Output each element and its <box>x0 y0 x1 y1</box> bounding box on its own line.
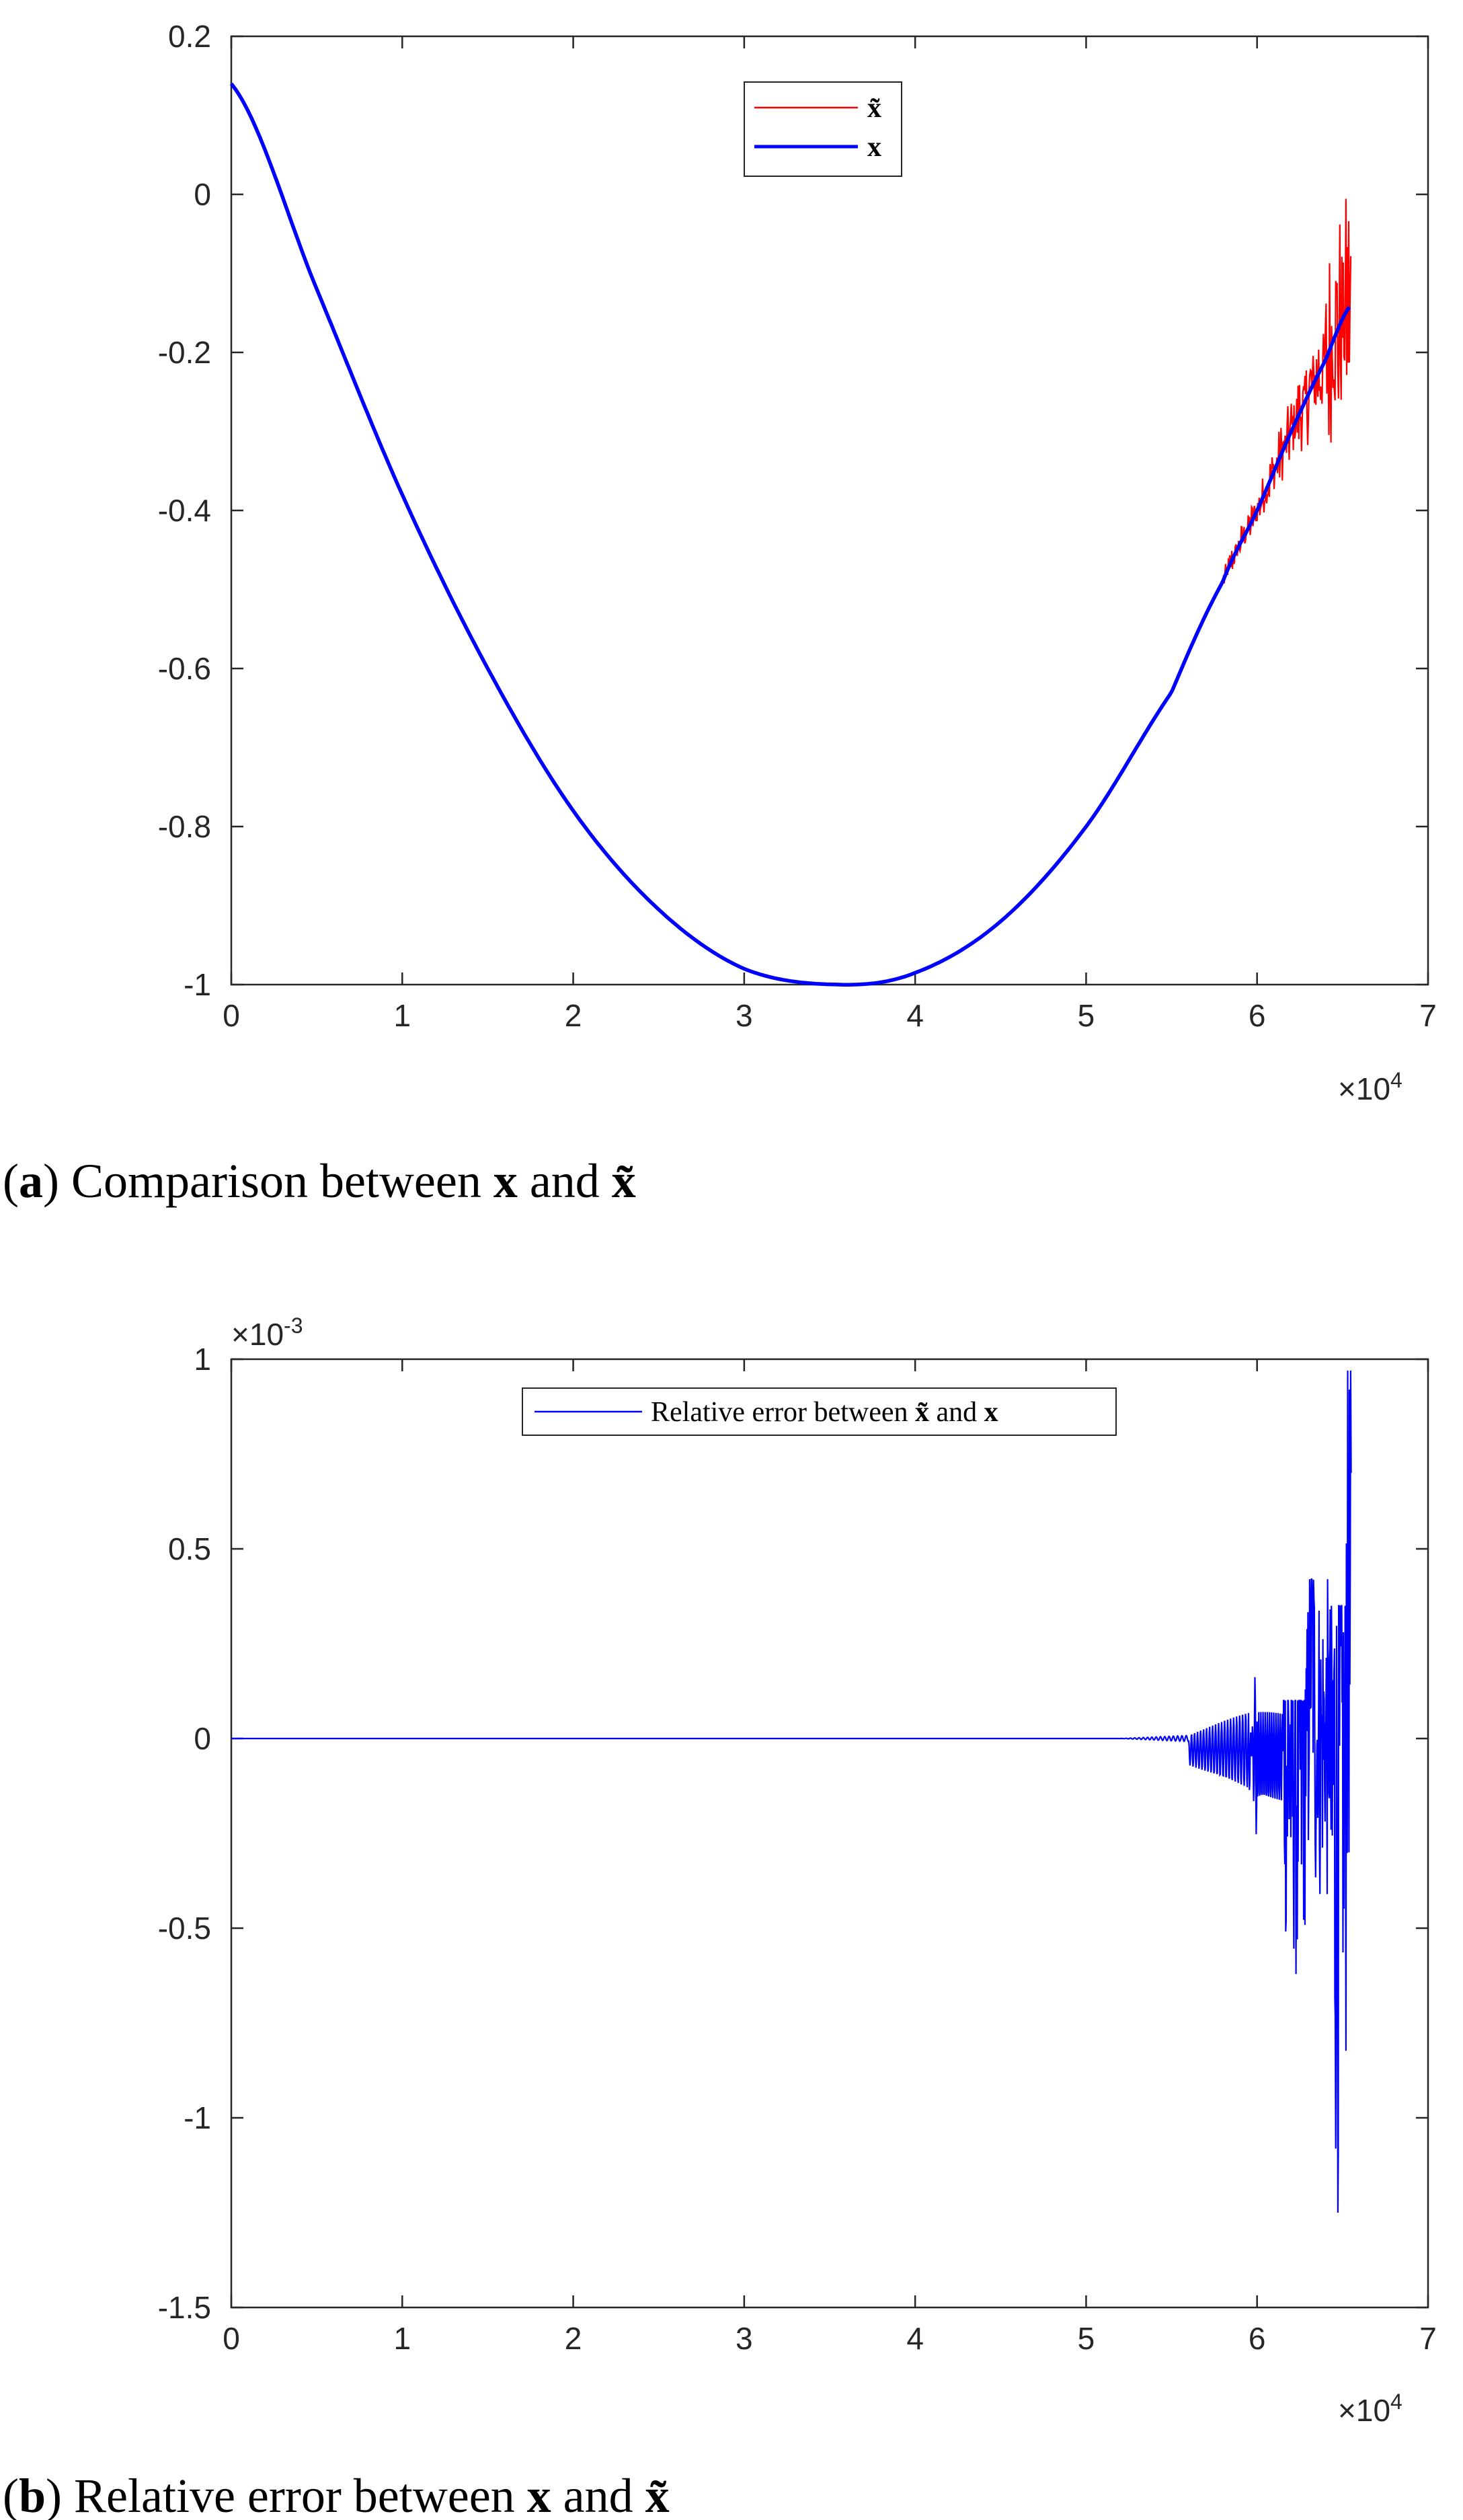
y-tick-label: -0.2 <box>158 335 211 370</box>
x-tick-label: 6 <box>1249 998 1266 1033</box>
x-tick-label: 2 <box>565 998 582 1033</box>
chart-b-y-multiplier: ×10-3 <box>231 1313 303 1352</box>
x-tick-label: 3 <box>736 998 753 1033</box>
y-tick-label: -0.4 <box>158 493 211 528</box>
chart-b-axes-box <box>230 1358 1429 2309</box>
x-tick-label: 4 <box>906 998 924 1033</box>
chart-a-plot-area <box>229 82 1352 987</box>
y-tick-label: -1 <box>184 2100 211 2135</box>
x-tick-label: 0 <box>223 998 240 1033</box>
chart-a-legend-box <box>744 81 902 177</box>
series-relative-error-line <box>231 1370 1352 2213</box>
caption-a: (a) Comparison between x and x̃ <box>3 1154 636 1208</box>
x-tick-label: 6 <box>1249 2321 1266 2356</box>
x-tick-label: 1 <box>393 998 411 1033</box>
x-tick-label: 5 <box>1078 2321 1095 2356</box>
chart-a-ticks: 0 1 2 3 4 5 6 7 -1 -0.8 -0.6 -0.4 -0.2 0 0.2 <box>158 19 1437 1033</box>
chart-b-legend: Relative error between x̃ and x <box>522 1387 1117 1436</box>
legend-label-xtilde: x̃ <box>867 93 881 124</box>
legend-label-relative-error: Relative error between x̃ and x <box>651 1397 998 1428</box>
legend-label-x: x <box>867 132 881 163</box>
y-tick-label: -1.5 <box>158 2290 211 2325</box>
x-tick-label: 2 <box>565 2321 582 2356</box>
y-tick-label: 1 <box>194 1342 211 1377</box>
chart-a-legend: x̃ x <box>744 81 902 177</box>
y-tick-label: -1 <box>184 967 211 1002</box>
y-tick-label: 0 <box>194 177 211 212</box>
x-tick-label: 4 <box>906 2321 924 2356</box>
caption-b: (b) Relative error between x and x̃ <box>3 2469 670 2520</box>
x-tick-label: 1 <box>393 2321 411 2356</box>
y-tick-label: -0.8 <box>158 809 211 844</box>
x-tick-label: 5 <box>1078 998 1095 1033</box>
chart-b: 0 1 2 3 4 5 6 7 -1.5 -1 -0.5 0 0.5 1 ×10-3 ×104 Relat… <box>3 1313 1437 2520</box>
x-tick-label: 0 <box>223 2321 240 2356</box>
y-tick-label: -0.6 <box>158 651 211 686</box>
series-x-line <box>229 82 1351 987</box>
y-tick-label: 0.5 <box>168 1531 211 1566</box>
y-tick-label: 0 <box>194 1721 211 1756</box>
x-tick-label: 7 <box>1419 2321 1437 2356</box>
chart-b-x-multiplier: ×104 <box>1338 2390 1402 2428</box>
y-tick-label: -0.5 <box>158 1911 211 1946</box>
chart-a-x-multiplier: ×104 <box>1338 1068 1402 1106</box>
y-tick-label: 0.2 <box>168 19 211 54</box>
x-tick-label: 7 <box>1419 998 1437 1033</box>
chart-b-plot-area <box>231 1370 1352 2213</box>
chart-b-ticks: 0 1 2 3 4 5 6 7 -1.5 -1 -0.5 0 0.5 1 <box>158 1342 1437 2356</box>
chart-a: 0 1 2 3 4 5 6 7 -1 -0.8 -0.6 -0.4 -0.2 0 0.2 ×104 x̃ x… <box>3 19 1437 1208</box>
chart-a-axes-box <box>230 35 1429 986</box>
x-tick-label: 3 <box>736 2321 753 2356</box>
